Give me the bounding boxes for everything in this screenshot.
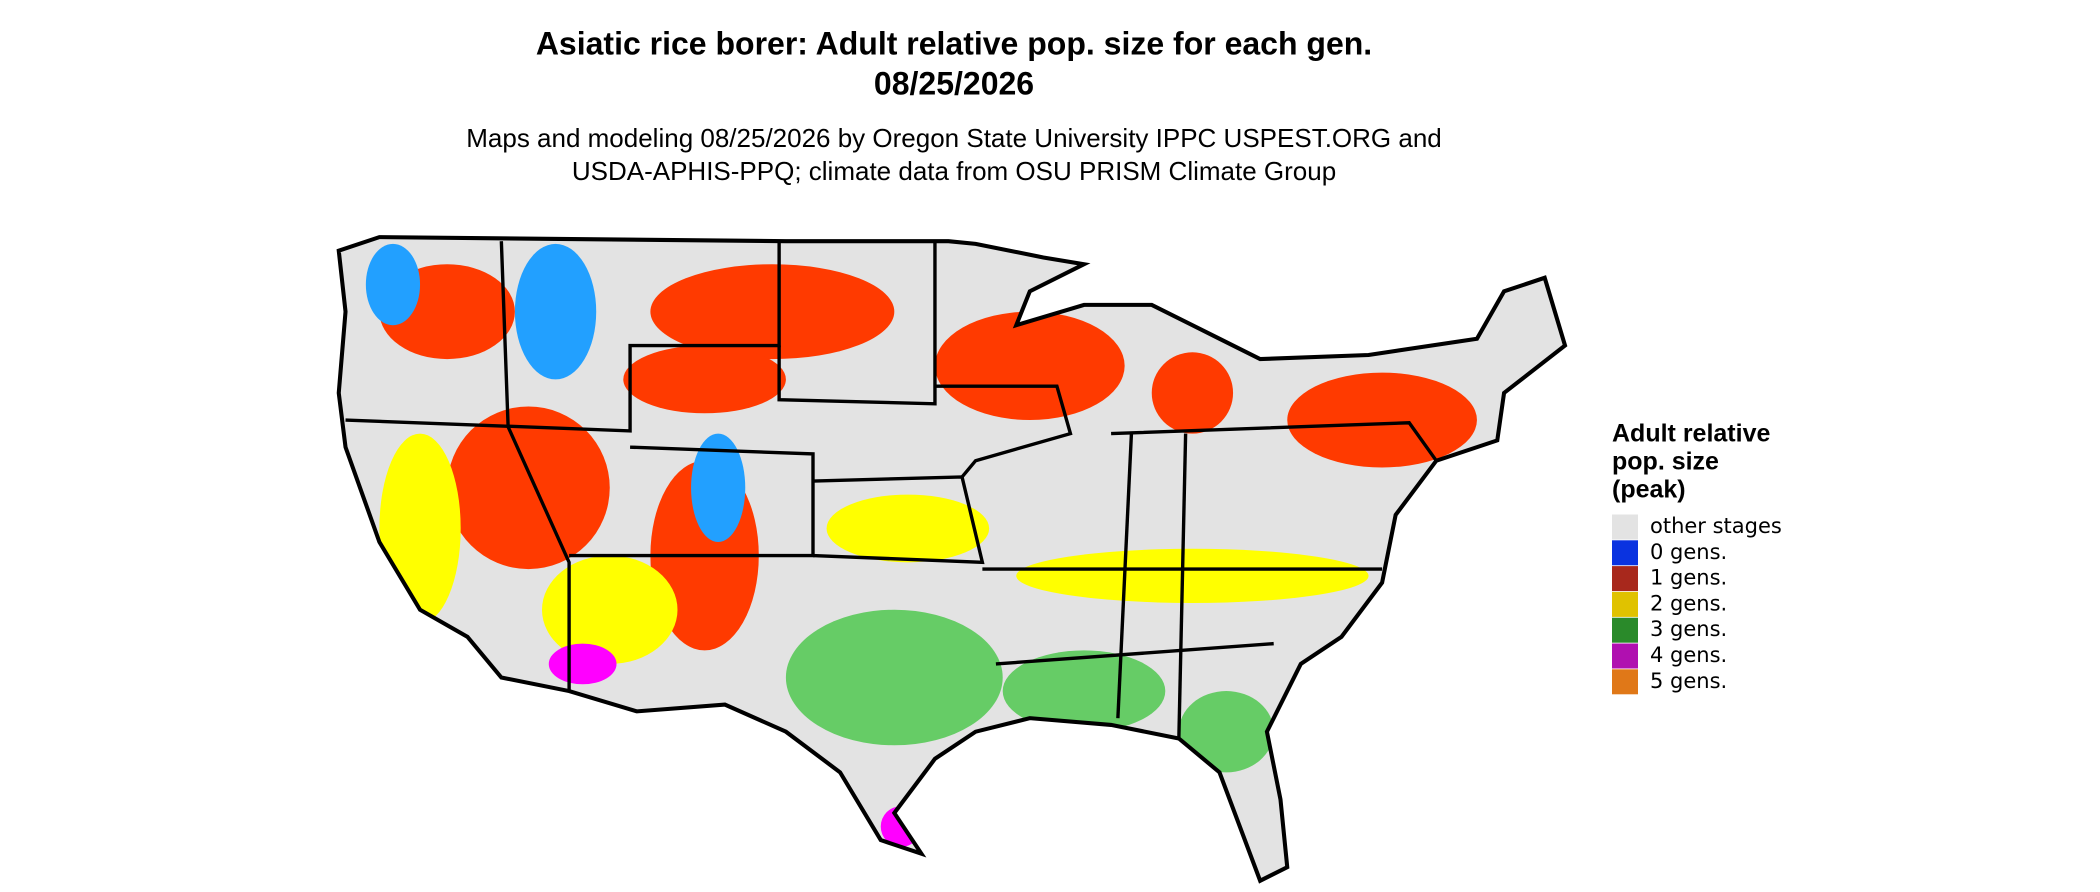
subtitle: USDA-APHIS-PPQ; climate data from OSU PR… xyxy=(572,156,1336,186)
legend: Adult relative pop. size (peak) other st… xyxy=(1612,420,1782,695)
legend-swatch xyxy=(1612,643,1638,669)
legend-swatch xyxy=(1612,566,1638,592)
title: Asiatic rice borer: Adult relative pop. … xyxy=(536,25,1372,61)
legend-title: Adult relative xyxy=(1612,420,1770,448)
legend-swatch xyxy=(1612,591,1638,617)
legend-label: 0 gens. xyxy=(1650,540,1727,564)
legend-swatch xyxy=(1612,669,1638,695)
legend-swatch xyxy=(1612,617,1638,643)
state-lines xyxy=(345,241,1438,739)
subtitle: Maps and modeling 08/25/2026 by Oregon S… xyxy=(466,123,1442,153)
map xyxy=(339,237,1565,881)
legend-label: 2 gens. xyxy=(1650,591,1727,615)
legend-label: other stages xyxy=(1650,514,1782,538)
legend-label: 5 gens. xyxy=(1650,669,1727,693)
legend-swatch xyxy=(1612,514,1638,540)
legend-label: 3 gens. xyxy=(1650,617,1727,641)
legend-title: pop. size xyxy=(1612,448,1719,476)
title-date: 08/25/2026 xyxy=(874,65,1034,101)
legend-label: 1 gens. xyxy=(1650,566,1727,590)
legend-label: 4 gens. xyxy=(1650,643,1727,667)
legend-title: (peak) xyxy=(1612,476,1686,504)
legend-swatch xyxy=(1612,540,1638,566)
